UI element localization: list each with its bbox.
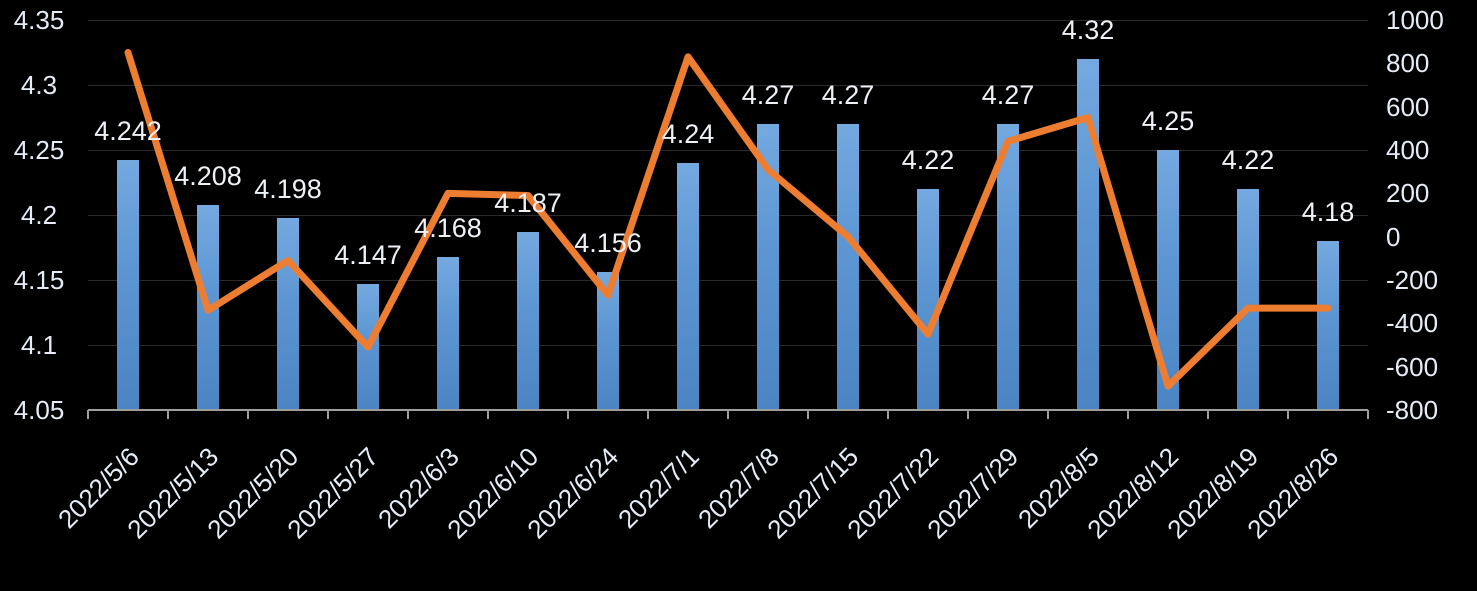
bar bbox=[437, 256, 459, 410]
bar bbox=[837, 124, 859, 410]
x-axis-tick bbox=[407, 410, 409, 419]
bar bbox=[1237, 189, 1259, 410]
x-axis-tick bbox=[1207, 410, 1209, 419]
bar bbox=[757, 124, 779, 410]
y-axis-label-left: 4.1 bbox=[20, 330, 58, 360]
x-axis-tick bbox=[807, 410, 809, 419]
y-axis-label-right: 1000 bbox=[1386, 5, 1444, 35]
x-axis-tick bbox=[167, 410, 169, 419]
bar bbox=[357, 283, 379, 410]
bar bbox=[1157, 150, 1179, 410]
bar-value-label: 4.18 bbox=[1301, 197, 1355, 227]
y-axis-label-right: -400 bbox=[1386, 308, 1439, 339]
bar-value-label: 4.147 bbox=[334, 239, 402, 270]
bar bbox=[1077, 59, 1099, 410]
x-axis-label: 2022/7/1 bbox=[611, 441, 705, 535]
bar bbox=[517, 231, 539, 410]
x-axis-tick bbox=[1367, 410, 1369, 419]
bar-value-label: 4.198 bbox=[254, 173, 322, 204]
bar-value-label: 4.187 bbox=[494, 187, 562, 218]
y-axis-label-left: 4.25 bbox=[13, 135, 65, 165]
bar-value-label: 4.27 bbox=[741, 80, 795, 110]
x-axis-tick bbox=[967, 410, 969, 419]
y-axis-label-right: -200 bbox=[1386, 265, 1439, 295]
y-axis-label-right: 400 bbox=[1386, 135, 1430, 165]
bar-value-label: 4.168 bbox=[414, 212, 482, 243]
y-axis-label-left: 4.2 bbox=[20, 200, 58, 230]
bar bbox=[1317, 241, 1339, 410]
y-axis-label-left: 4.3 bbox=[20, 70, 58, 100]
x-axis-tick bbox=[247, 410, 249, 419]
bar-value-label: 4.156 bbox=[574, 228, 642, 259]
x-axis-tick bbox=[87, 410, 89, 419]
y-axis-label-right: 800 bbox=[1386, 48, 1430, 79]
x-axis-tick bbox=[567, 410, 569, 419]
bar-value-label: 4.22 bbox=[1221, 145, 1275, 175]
bar bbox=[597, 272, 619, 410]
y-axis-label-right: 600 bbox=[1386, 91, 1430, 122]
x-axis-tick bbox=[727, 410, 729, 419]
bar bbox=[277, 217, 299, 410]
bar bbox=[997, 124, 1019, 410]
y-axis-label-right: -800 bbox=[1386, 395, 1439, 425]
bar-value-label: 4.32 bbox=[1061, 15, 1115, 45]
y-axis-label-left: 4.35 bbox=[13, 5, 65, 35]
bar bbox=[197, 204, 219, 410]
bar-value-label: 4.208 bbox=[174, 160, 242, 191]
x-axis-tick bbox=[487, 410, 489, 419]
x-axis-tick bbox=[1127, 410, 1129, 419]
bar-value-label: 4.242 bbox=[94, 116, 162, 147]
bar bbox=[917, 189, 939, 410]
x-axis-tick bbox=[647, 410, 649, 419]
gridline bbox=[88, 19, 1368, 21]
x-axis-tick bbox=[887, 410, 889, 419]
x-axis-tick bbox=[1287, 410, 1289, 419]
bar bbox=[677, 163, 699, 410]
bar bbox=[117, 160, 139, 410]
y-axis-label-left: 4.05 bbox=[13, 395, 65, 425]
bar-value-label: 4.22 bbox=[901, 145, 955, 175]
y-axis-label-right: 200 bbox=[1386, 178, 1430, 209]
bar-value-label: 4.27 bbox=[981, 80, 1035, 110]
x-axis-tick bbox=[327, 410, 329, 419]
y-axis-label-right: 0 bbox=[1386, 221, 1401, 252]
bar-value-label: 4.27 bbox=[821, 80, 875, 110]
x-axis-tick bbox=[1047, 410, 1049, 419]
y-axis-label-right: -600 bbox=[1386, 351, 1439, 382]
y-axis-label-left: 4.15 bbox=[13, 265, 65, 295]
bar-value-label: 4.25 bbox=[1141, 106, 1195, 136]
bar-value-label: 4.24 bbox=[661, 119, 715, 149]
